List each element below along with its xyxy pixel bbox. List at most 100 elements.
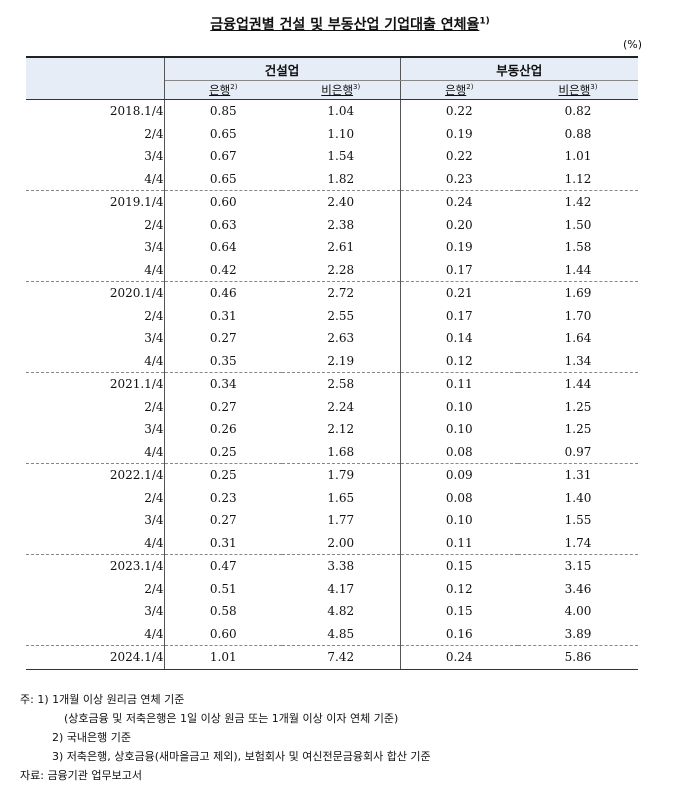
period-cell: 4/4	[26, 440, 165, 464]
subheader-label: 비은행	[321, 83, 354, 97]
period-cell: 2023.1/4	[26, 554, 165, 578]
value-cell: 3.46	[564, 581, 592, 596]
value-cell: 1.70	[564, 308, 592, 323]
footnotes: 주: 1) 1개월 이상 원리금 연체 기준 (상호금융 및 저축은행은 1일 …	[20, 690, 431, 785]
value-cell: 1.82	[282, 167, 401, 191]
table-row: 2023.1/4 0.47 3.38 0.15 3.15	[26, 554, 639, 578]
period-cell: 4/4	[26, 167, 165, 191]
value-cell: 0.22	[445, 149, 473, 164]
period-cell: 4/4	[26, 531, 165, 555]
table-row: 2/4 0.65 1.10 0.19 0.88	[26, 122, 638, 145]
subheader-label: 비은행	[558, 83, 591, 97]
value-cell: 2.19	[282, 349, 401, 373]
value-cell: 2.24	[282, 395, 401, 418]
subheader-bank: 은행2)	[400, 80, 519, 100]
period-cell: 3/4	[26, 600, 165, 623]
value-cell: 1.12	[564, 171, 592, 186]
subheader-nonbank: 비은행3)	[282, 80, 401, 100]
value-cell: 2.00	[282, 531, 401, 555]
subheader-sup: 2)	[466, 83, 474, 92]
value-cell: 3.89	[564, 626, 592, 641]
period-cell: 2018.1/4	[26, 99, 165, 123]
value-cell: 2.38	[282, 213, 401, 236]
value-cell: 4.82	[282, 600, 401, 623]
value-cell: 1.50	[564, 217, 592, 232]
value-cell: 0.22	[445, 104, 473, 119]
table-row: 2019.1/4 0.60 2.40 0.24 1.42	[26, 190, 639, 214]
table-body: 2018.1/4 0.85 1.04 0.22 0.82 2/4 0.65 1.…	[26, 99, 639, 670]
unit-label: (%)	[622, 38, 642, 51]
value-cell: 0.47	[164, 554, 282, 578]
value-cell: 1.69	[518, 281, 639, 305]
value-cell: 1.34	[564, 353, 592, 368]
value-cell: 0.25	[164, 463, 282, 487]
value-cell: 0.12	[445, 353, 473, 368]
period-cell: 2/4	[26, 213, 165, 236]
table-row: 2/4 0.51 4.17 0.12 3.46	[26, 577, 638, 600]
value-cell: 2.28	[282, 258, 401, 282]
value-cell: 0.11	[445, 535, 473, 550]
value-cell: 0.17	[445, 262, 473, 277]
subheader-nonbank: 비은행3)	[518, 80, 639, 100]
sub-header-row: 은행2) 비은행3) 은행2) 비은행3)	[26, 80, 639, 100]
table-row: 2022.1/4 0.25 1.79 0.09 1.31	[26, 463, 639, 487]
source-note: 자료: 금융기관 업무보고서	[20, 769, 143, 782]
value-cell: 0.60	[209, 626, 237, 641]
value-cell: 0.20	[445, 217, 473, 232]
table-row: 4/4 0.42 2.28 0.17 1.44	[26, 258, 638, 282]
value-cell: 0.19	[445, 240, 473, 255]
value-cell: 0.10	[445, 422, 473, 437]
value-cell: 0.31	[209, 535, 237, 550]
table-row: 2024.1/4 1.01 7.42 0.24 5.86	[26, 645, 639, 670]
value-cell: 0.97	[564, 444, 592, 459]
period-cell: 3/4	[26, 509, 165, 532]
value-cell: 5.86	[518, 645, 639, 670]
value-cell: 0.25	[209, 444, 237, 459]
value-cell: 3.38	[282, 554, 401, 578]
value-cell: 1.01	[164, 645, 282, 670]
title-text: 금융업권별 건설 및 부동산업 기업대출 연체율	[210, 17, 480, 33]
period-cell: 3/4	[26, 236, 165, 259]
period-cell: 4/4	[26, 258, 165, 282]
period-cell: 2019.1/4	[26, 190, 165, 214]
value-cell: 2.61	[282, 236, 401, 259]
value-cell: 0.82	[564, 104, 592, 119]
value-cell: 1.55	[564, 513, 592, 528]
period-cell: 2022.1/4	[26, 463, 165, 487]
title-footnote-mark: 1)	[479, 16, 490, 27]
delinquency-table: 건설업 부동산업 은행2) 비은행3) 은행2) 비은행3) 2018.1/4 …	[26, 56, 639, 670]
value-cell: 4.17	[282, 577, 401, 600]
period-cell: 2020.1/4	[26, 281, 165, 305]
value-cell: 1.25	[564, 422, 592, 437]
value-cell: 2.72	[282, 281, 401, 305]
table-row: 4/4 0.65 1.82 0.23 1.12	[26, 167, 638, 191]
value-cell: 0.08	[445, 444, 473, 459]
table-row: 3/4 0.64 2.61 0.19 1.58	[26, 236, 638, 259]
value-cell: 3.15	[518, 554, 639, 578]
value-cell: 0.67	[209, 149, 237, 164]
value-cell: 0.35	[209, 353, 237, 368]
value-cell: 1.54	[282, 145, 401, 168]
value-cell: 0.19	[445, 126, 473, 141]
value-cell: 1.79	[282, 463, 401, 487]
value-cell: 1.44	[564, 262, 592, 277]
value-cell: 1.68	[282, 440, 401, 464]
value-cell: 2.40	[282, 190, 401, 214]
subheader-sup: 3)	[353, 83, 361, 92]
value-cell: 0.10	[445, 513, 473, 528]
value-cell: 0.42	[209, 262, 237, 277]
value-cell: 1.10	[282, 122, 401, 145]
value-cell: 0.16	[445, 626, 473, 641]
table-row: 3/4 0.58 4.82 0.15 4.00	[26, 600, 638, 623]
value-cell: 0.27	[209, 331, 237, 346]
value-cell: 1.58	[564, 240, 592, 255]
value-cell: 1.40	[564, 490, 592, 505]
period-cell: 3/4	[26, 418, 165, 441]
value-cell: 1.77	[282, 509, 401, 532]
value-cell: 0.15	[445, 604, 473, 619]
value-cell: 1.04	[282, 99, 401, 123]
value-cell: 0.27	[209, 513, 237, 528]
table-row: 2/4 0.23 1.65 0.08 1.40	[26, 486, 638, 509]
subheader-label: 은행	[445, 83, 467, 97]
value-cell: 0.23	[445, 171, 473, 186]
